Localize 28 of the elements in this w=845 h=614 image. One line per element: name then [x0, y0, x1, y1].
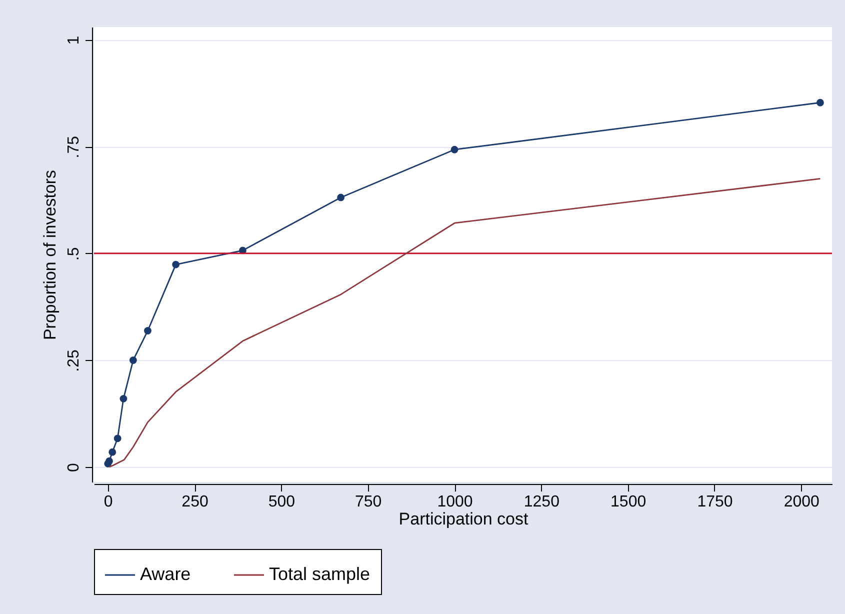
y-tick-label: 1 [66, 36, 82, 45]
y-tick-label: 0 [66, 463, 82, 472]
point [144, 327, 152, 334]
legend-label: Aware [140, 564, 191, 584]
x-tick-label: 1750 [697, 494, 733, 510]
x-tick-label: 500 [268, 494, 296, 510]
y-tick-label: .5 [66, 247, 82, 261]
legend-label: Total sample [269, 564, 370, 584]
point [106, 457, 113, 465]
y-tick-label: .25 [66, 350, 82, 372]
point [114, 434, 122, 442]
x-axis-title: Participation cost [398, 510, 528, 528]
point [108, 448, 116, 456]
point [120, 394, 128, 402]
x-tick-label: 1250 [524, 494, 560, 510]
point [172, 260, 180, 268]
x-tick-label: 250 [182, 494, 208, 510]
x-tick-label: 1500 [610, 494, 646, 510]
x-tick-label: 2000 [784, 494, 820, 510]
x-tick-label: 750 [354, 494, 382, 510]
point [129, 356, 137, 364]
point [337, 194, 345, 202]
y-axis-title: Proportion of investors [40, 170, 60, 340]
point [450, 146, 458, 154]
x-tick-label: 1000 [437, 494, 473, 510]
x-tick-label: 0 [104, 494, 113, 510]
y-tick-label: .75 [66, 136, 82, 158]
point [816, 98, 824, 106]
